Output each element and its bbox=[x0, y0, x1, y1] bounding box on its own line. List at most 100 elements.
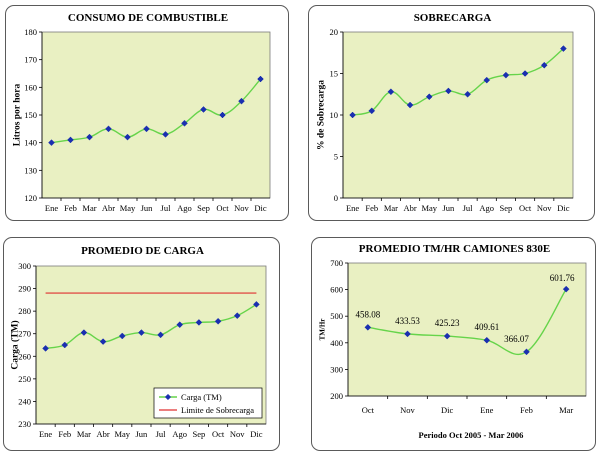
data-point bbox=[425, 93, 433, 101]
y-tick-label: 20 bbox=[330, 27, 339, 37]
data-point bbox=[540, 61, 548, 69]
y-tick-label: 150 bbox=[24, 110, 37, 120]
data-point bbox=[162, 131, 169, 138]
plot-area bbox=[342, 31, 574, 199]
y-tick-label: 500 bbox=[330, 311, 343, 321]
data-point bbox=[105, 125, 112, 133]
chart-title: PROMEDIO TM/HR CAMIONES 830E bbox=[359, 243, 550, 255]
x-tick-label: Oct bbox=[212, 429, 225, 439]
data-point bbox=[368, 107, 376, 115]
chart-panel-tmhr: PROMEDIO TM/HR CAMIONES 830E 200 300 400 500… bbox=[311, 237, 596, 451]
data-point bbox=[124, 133, 131, 141]
y-tick-label: 260 bbox=[18, 351, 31, 361]
y-tick-label: 400 bbox=[330, 338, 343, 348]
chart-title: CONSUMO DE COMBUSTIBLE bbox=[68, 12, 228, 24]
data-point bbox=[214, 317, 222, 325]
y-tick-label: 600 bbox=[330, 285, 343, 295]
x-tick-label: Abr bbox=[403, 203, 416, 213]
x-tick-label: Jun bbox=[443, 203, 456, 213]
x-tick-label: Sep bbox=[500, 203, 513, 213]
x-tick-label: Feb bbox=[365, 203, 378, 213]
x-tick-label: Feb bbox=[64, 203, 77, 213]
x-tick-label: Sep bbox=[197, 203, 210, 213]
x-tick-label: May bbox=[114, 429, 130, 439]
x-tick-label: Oct bbox=[519, 203, 532, 213]
x-tick-label: Dic bbox=[254, 203, 267, 213]
x-tick-label: Ene bbox=[45, 203, 58, 213]
x-tick-label: Ene bbox=[480, 405, 493, 415]
y-axis-label: TM/Hr bbox=[318, 319, 326, 341]
data-point bbox=[364, 323, 372, 331]
data-point bbox=[157, 331, 164, 339]
chart-sobrecarga: SOBRECARGA 0 5 10 15 20 Ene Feb Mar Abr May Jun Jul A… bbox=[316, 12, 574, 213]
data-point bbox=[181, 119, 188, 127]
x-tick-label: Jun bbox=[141, 203, 154, 213]
legend-label-carga: Carga (TM) bbox=[181, 392, 222, 402]
x-tick-label: May bbox=[421, 203, 437, 213]
data-label: 366.07 bbox=[504, 334, 529, 344]
x-tick-label: Abr bbox=[102, 203, 115, 213]
chart-promedio-tmhr-camiones: PROMEDIO TM/HR CAMIONES 830E 200 300 400 500… bbox=[318, 243, 587, 440]
x-tick-label: Dic bbox=[441, 405, 454, 415]
data-point bbox=[483, 336, 491, 344]
data-point bbox=[118, 332, 126, 340]
y-tick-label: 5 bbox=[334, 152, 338, 162]
data-point bbox=[521, 70, 529, 77]
x-tick-label: Ago bbox=[177, 203, 192, 213]
x-tick-label: Ago bbox=[172, 429, 187, 439]
plot-area bbox=[347, 262, 587, 397]
x-tick-label: Mar bbox=[77, 429, 91, 439]
x-tick-label: Jul bbox=[463, 203, 474, 213]
x-tick-label: Nov bbox=[537, 203, 552, 213]
x-tick-label: Mar bbox=[384, 203, 398, 213]
x-tick-label: Feb bbox=[58, 429, 71, 439]
y-tick-label: 270 bbox=[18, 329, 31, 339]
y-tick-label: 230 bbox=[18, 419, 31, 429]
data-point bbox=[67, 136, 74, 144]
chart-panel-sobrecarga: SOBRECARGA 0 5 10 15 20 Ene Feb Mar Abr May Jun Jul A… bbox=[308, 5, 595, 221]
data-point bbox=[200, 106, 207, 113]
data-label: 458.08 bbox=[355, 309, 380, 319]
y-tick-label: 0 bbox=[334, 193, 338, 203]
data-point bbox=[257, 75, 264, 83]
data-point bbox=[464, 90, 471, 98]
data-point bbox=[560, 45, 567, 52]
y-axis-label: Carga (TM) bbox=[9, 320, 20, 369]
y-tick-label: 700 bbox=[330, 258, 343, 268]
y-tick-label: 130 bbox=[24, 165, 37, 175]
x-tick-label: Dic bbox=[557, 203, 570, 213]
data-point bbox=[80, 329, 88, 336]
legend-label-limite: Limite de Sobrecarga bbox=[181, 405, 254, 415]
data-point bbox=[443, 332, 451, 340]
data-point bbox=[143, 125, 150, 133]
x-tick-label: Mar bbox=[559, 405, 573, 415]
y-axis-label: % de Sobrecarga bbox=[316, 80, 326, 150]
chart-title: SOBRECARGA bbox=[414, 12, 492, 24]
chart-title: PROMEDIO DE CARGA bbox=[81, 245, 204, 257]
data-label: 433.53 bbox=[395, 316, 420, 326]
data-label: 425.23 bbox=[435, 318, 460, 328]
x-tick-label: Feb bbox=[520, 405, 533, 415]
plot-area bbox=[41, 31, 271, 199]
data-point bbox=[502, 71, 510, 79]
y-tick-label: 10 bbox=[330, 110, 339, 120]
x-tick-label: Sep bbox=[193, 429, 206, 439]
data-point bbox=[195, 319, 203, 326]
y-tick-label: 300 bbox=[330, 364, 343, 374]
chart-panel-consumo: CONSUMO DE COMBUSTIBLE 120 130 140 150 160 170… bbox=[5, 5, 289, 221]
y-tick-label: 300 bbox=[18, 261, 31, 271]
chart-promedio-carga: PROMEDIO DE CARGA 230 240 250 260 270 280 290 30… bbox=[9, 245, 267, 439]
data-point bbox=[406, 101, 414, 109]
data-point bbox=[86, 133, 93, 141]
data-point bbox=[238, 97, 245, 105]
x-tick-label: Ene bbox=[39, 429, 52, 439]
data-point bbox=[138, 329, 145, 336]
data-point bbox=[233, 312, 241, 320]
x-tick-label: Jul bbox=[161, 203, 172, 213]
y-tick-label: 120 bbox=[24, 193, 37, 203]
y-tick-label: 280 bbox=[18, 306, 31, 316]
y-tick-label: 180 bbox=[24, 27, 37, 37]
data-point bbox=[387, 88, 395, 96]
y-tick-label: 160 bbox=[24, 82, 37, 92]
x-tick-label: Ago bbox=[479, 203, 494, 213]
